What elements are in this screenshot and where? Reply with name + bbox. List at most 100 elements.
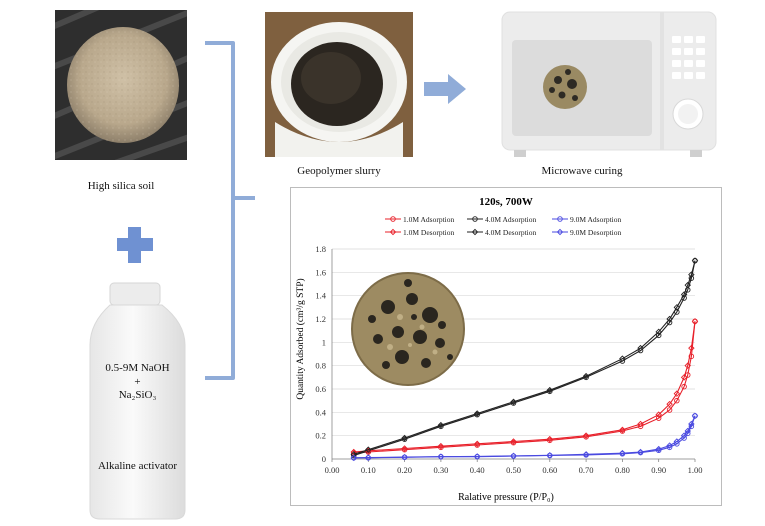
arrow-right-icon xyxy=(424,74,466,104)
data-point xyxy=(688,420,695,428)
microwave-graphic xyxy=(501,11,717,157)
slurry-photo xyxy=(265,12,413,157)
legend-item: 1.0M Adsorption xyxy=(385,215,455,224)
slurry-caption: Geopolymer slurry xyxy=(297,165,381,177)
data-point xyxy=(619,355,626,362)
data-point xyxy=(684,372,691,378)
legend-label: 9.0M Adsorption xyxy=(570,215,622,224)
data-point xyxy=(673,390,681,397)
data-point xyxy=(365,446,372,453)
legend-label: 1.0M Adsorption xyxy=(403,215,455,224)
data-point xyxy=(673,438,681,445)
microwave-caption: Microwave curing xyxy=(541,165,623,177)
legend-label: 9.0M Desorption xyxy=(570,228,621,237)
x-tick-label: 0.10 xyxy=(361,465,376,475)
legend-marker xyxy=(556,228,564,236)
data-point xyxy=(474,442,480,448)
activator-formula-plus: + xyxy=(134,376,141,388)
legend-label: 1.0M Desorption xyxy=(403,228,454,237)
legend-marker xyxy=(471,228,479,236)
data-point xyxy=(546,452,554,459)
slurry-photo-graphic xyxy=(265,12,413,157)
data-point xyxy=(401,434,408,442)
data-point xyxy=(546,386,554,394)
data-point xyxy=(350,454,358,462)
x-tick-label: 1.00 xyxy=(688,465,703,475)
legend-item: 4.0M Desorption xyxy=(467,228,536,237)
chart-series xyxy=(350,257,699,462)
data-point xyxy=(619,428,626,434)
legend-marker xyxy=(390,216,396,222)
chart-title: 120s, 700W xyxy=(479,196,533,208)
data-point xyxy=(673,304,681,311)
data-point xyxy=(401,445,408,452)
bracket xyxy=(205,41,255,380)
activator-caption: Alkaline activator xyxy=(97,460,178,472)
data-point xyxy=(655,332,662,339)
data-point xyxy=(684,281,691,289)
x-tick-label: 0.20 xyxy=(397,465,412,475)
data-point xyxy=(473,440,481,448)
y-tick-label: 0 xyxy=(322,454,326,464)
data-point xyxy=(437,442,445,450)
data-point xyxy=(401,453,408,461)
x-tick-label: 0.50 xyxy=(506,465,521,475)
legend-item: 4.0M Adsorption xyxy=(467,215,537,224)
y-tick-label: 1.4 xyxy=(315,291,326,301)
data-point xyxy=(691,412,699,420)
data-point xyxy=(684,427,691,435)
x-tick-label: 0.90 xyxy=(651,465,666,475)
x-tick-label: 0.80 xyxy=(615,465,630,475)
data-point xyxy=(510,398,517,406)
data-point xyxy=(547,437,553,444)
data-point xyxy=(637,420,644,428)
y-tick-label: 0.2 xyxy=(315,431,326,441)
y-tick-label: 0.6 xyxy=(315,384,326,394)
legend-item: 9.0M Adsorption xyxy=(552,215,622,224)
series-1-0m-desorption xyxy=(350,318,699,456)
data-point xyxy=(680,374,688,381)
activator-formula-2: Na₂SiO₃ xyxy=(118,389,157,401)
data-point xyxy=(666,442,673,449)
data-point xyxy=(401,446,408,453)
y-tick-label: 0.8 xyxy=(315,361,326,371)
series-1-0m-adsorption xyxy=(351,318,698,456)
plus-icon xyxy=(117,227,153,263)
data-point xyxy=(666,315,673,323)
data-point xyxy=(582,451,590,458)
legend-marker xyxy=(557,216,563,222)
isotherm-chart: 120s, 700W 1.0M Adsorption 4.0M Adsorptio… xyxy=(290,187,722,506)
x-axis-label: Ralative pressure (P/P₀) xyxy=(458,492,554,503)
data-point xyxy=(583,434,589,440)
soil-photo-graphic xyxy=(55,10,187,160)
legend-label: 4.0M Adsorption xyxy=(485,215,537,224)
legend-item: 1.0M Desorption xyxy=(385,228,454,237)
data-point xyxy=(680,291,688,298)
activator-formula-1: 0.5-9M NaOH xyxy=(105,362,170,374)
series-line xyxy=(353,321,696,454)
data-point xyxy=(681,383,687,390)
x-tick-label: 0.70 xyxy=(579,465,594,475)
data-point xyxy=(655,445,662,453)
data-point xyxy=(437,421,445,429)
data-point xyxy=(674,397,680,404)
data-point xyxy=(438,444,444,451)
data-point xyxy=(684,362,691,369)
data-point xyxy=(666,407,673,413)
data-point xyxy=(365,454,372,461)
data-point xyxy=(473,453,481,460)
legend-item: 9.0M Desorption xyxy=(552,228,621,237)
data-point xyxy=(688,344,695,352)
data-point xyxy=(637,344,644,352)
soil-caption: High silica soil xyxy=(87,180,155,192)
data-point xyxy=(691,257,699,264)
x-tick-label: 0.40 xyxy=(470,465,485,475)
data-point xyxy=(688,271,695,278)
data-point xyxy=(510,452,517,460)
data-point xyxy=(666,400,673,408)
x-tick-label: 0.30 xyxy=(433,465,448,475)
y-tick-label: 1 xyxy=(322,337,326,347)
data-point xyxy=(691,318,699,325)
data-point xyxy=(655,447,662,454)
data-point xyxy=(680,432,688,439)
